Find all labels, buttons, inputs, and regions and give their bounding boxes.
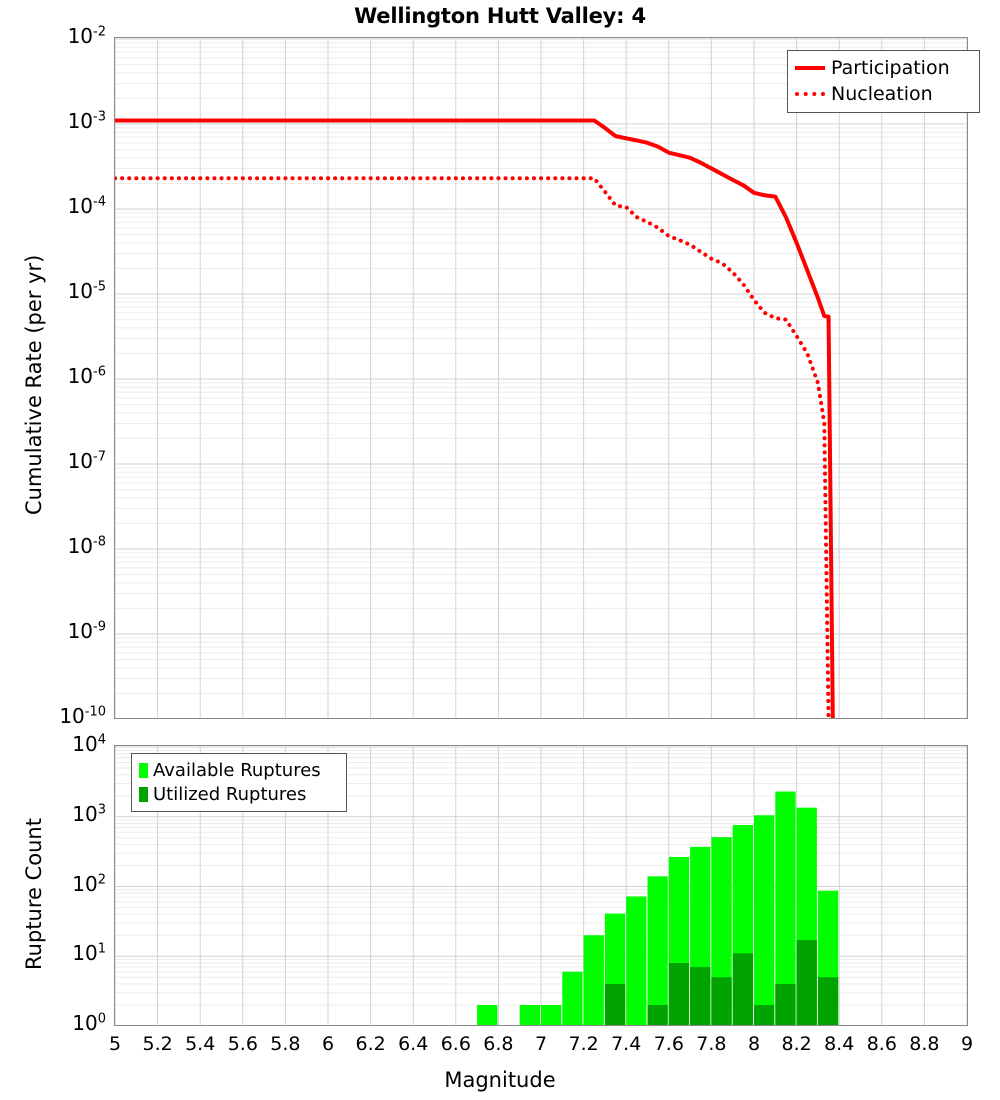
green-square-icon — [139, 762, 148, 778]
x-tick: 7.2 — [568, 1033, 599, 1055]
x-tick: 7.6 — [653, 1033, 684, 1055]
x-tick: 8.4 — [824, 1033, 855, 1055]
legend-label-participation: Participation — [831, 57, 950, 79]
legend-item-utilized-ruptures[interactable]: Utilized Ruptures — [139, 782, 339, 806]
y-tick-bottom: 103 — [72, 801, 106, 826]
cumulative-rate-plot — [114, 37, 968, 719]
x-tick: 6.8 — [483, 1033, 514, 1055]
legend-label-nucleation: Nucleation — [831, 83, 933, 105]
y-tick-top: 10-8 — [67, 534, 106, 558]
cumulative-rate-svg — [115, 38, 967, 718]
y-tick-top: 10-9 — [67, 619, 106, 643]
y-tick-bottom: 102 — [72, 871, 106, 896]
y-tick-top: 10-3 — [67, 109, 106, 133]
x-tick: 5.4 — [185, 1033, 216, 1055]
dotted-line-icon — [795, 92, 825, 96]
legend-item-nucleation[interactable]: Nucleation — [795, 81, 972, 107]
legend-item-available-ruptures[interactable]: Available Ruptures — [139, 758, 339, 782]
y-tick-bottom: 104 — [72, 732, 106, 756]
x-tick: 7.8 — [696, 1033, 727, 1055]
x-tick: 6.6 — [440, 1033, 471, 1055]
x-tick: 6.2 — [355, 1033, 386, 1055]
legend-label-available: Available Ruptures — [153, 759, 321, 781]
x-tick: 6 — [321, 1033, 335, 1055]
y-tick-top: 10-5 — [67, 279, 106, 303]
rupture-count-plot — [114, 745, 968, 1026]
legend-bottom: Available Ruptures Utilized Ruptures — [131, 753, 347, 812]
y-tick-top: 10-2 — [67, 24, 106, 48]
legend-label-utilized: Utilized Ruptures — [153, 783, 307, 805]
y-tick-top: 10-7 — [67, 449, 106, 473]
x-tick: 8.8 — [909, 1033, 940, 1055]
y-tick-top: 10-6 — [67, 364, 106, 388]
x-tick: 8 — [747, 1033, 761, 1055]
y-tick-bottom: 101 — [72, 941, 106, 966]
x-tick: 5 — [108, 1033, 122, 1055]
x-tick: 6.4 — [398, 1033, 429, 1055]
x-tick: 8.2 — [781, 1033, 812, 1055]
dark-green-square-icon — [139, 786, 148, 802]
legend-top: Participation Nucleation — [787, 50, 980, 113]
x-tick: 5.2 — [142, 1033, 173, 1055]
x-tick: 5.8 — [270, 1033, 301, 1055]
y-tick-bottom: 100 — [72, 1011, 106, 1035]
legend-item-participation[interactable]: Participation — [795, 55, 972, 81]
y-tick-top: 10-10 — [59, 704, 106, 728]
x-tick: 9 — [960, 1033, 974, 1055]
x-tick: 7 — [534, 1033, 548, 1055]
x-axis-title: Magnitude — [444, 1068, 556, 1092]
page-title: Wellington Hutt Valley: 4 — [354, 4, 646, 28]
x-tick: 5.6 — [227, 1033, 258, 1055]
x-tick: 8.6 — [866, 1033, 897, 1055]
x-tick: 7.4 — [611, 1033, 642, 1055]
y-tick-top: 10-4 — [67, 194, 106, 218]
solid-line-icon — [795, 66, 825, 70]
